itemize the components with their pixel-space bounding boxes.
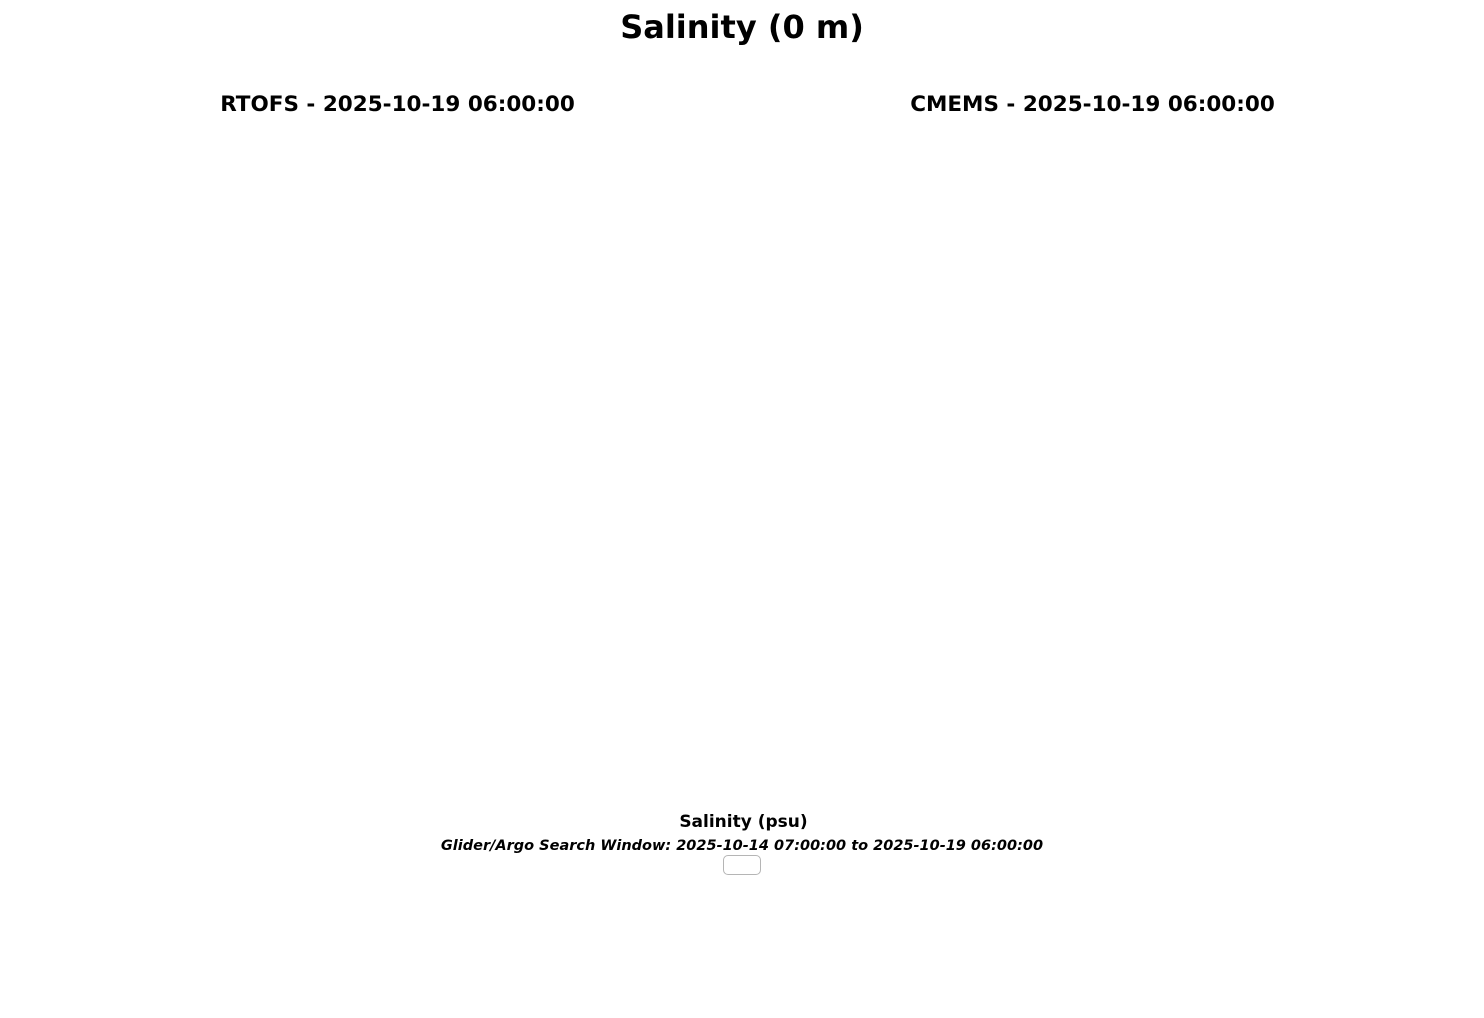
map-panel-cmems [780, 128, 1405, 650]
legend [723, 855, 761, 875]
map-panel-rtofs [85, 128, 710, 650]
panel-title-rtofs: RTOFS - 2025-10-19 06:00:00 [220, 92, 575, 117]
search-window-note: Glider/Argo Search Window: 2025-10-14 07… [440, 838, 1044, 854]
panel-title-cmems: CMEMS - 2025-10-19 06:00:00 [910, 92, 1275, 117]
figure-title: Salinity (0 m) [620, 8, 864, 46]
colorbar-label: Salinity (psu) [679, 812, 808, 832]
colorbar [98, 757, 1389, 817]
